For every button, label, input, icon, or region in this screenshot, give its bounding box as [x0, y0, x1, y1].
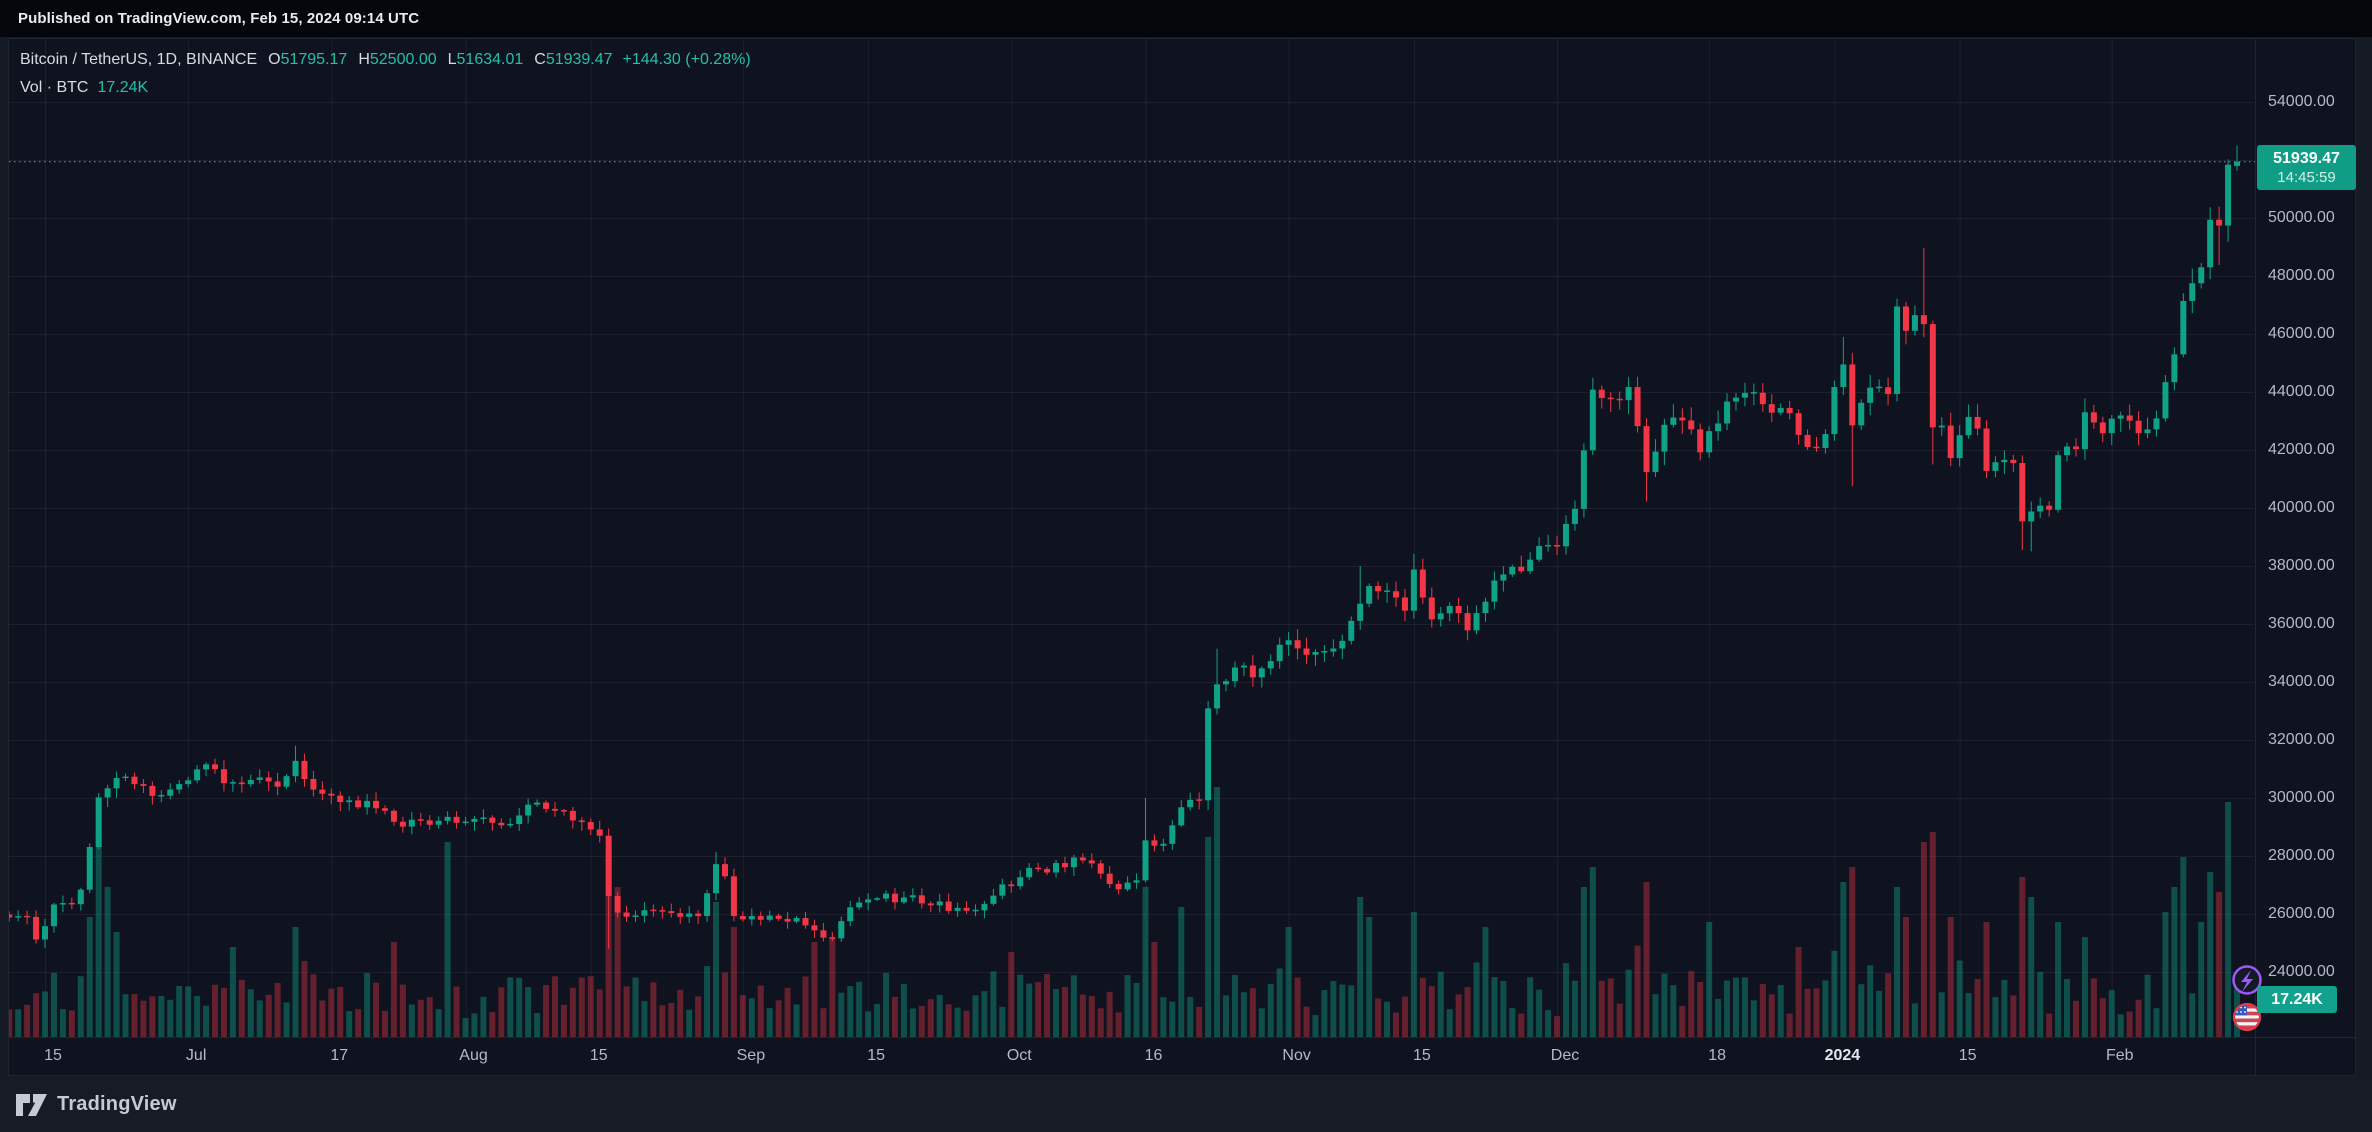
close-label: C [534, 51, 546, 68]
published-bar: Published on TradingView.com, Feb 15, 20… [0, 0, 2372, 37]
price-axis-tick-label: 54000.00 [2268, 93, 2335, 110]
us-flag-event-icon[interactable] [2232, 1002, 2262, 1032]
time-axis-tick-label: 15 [44, 1047, 62, 1064]
chart-widget: Bitcoin / TetherUS, 1D, BINANCE O51795.1… [8, 38, 2356, 1076]
open-label: O [268, 51, 281, 68]
price-chart-canvas[interactable] [8, 38, 2356, 1076]
ohlc-open: O51795.17 [268, 51, 347, 69]
price-axis-tick-label: 34000.00 [2268, 672, 2335, 690]
time-axis-tick-label: Nov [1282, 1047, 1311, 1064]
price-axis-tick-label: 36000.00 [2268, 614, 2335, 632]
ohlc-high: H52500.00 [358, 51, 436, 69]
time-axis-tick-label: 2024 [1824, 1047, 1861, 1064]
volume-series [8, 787, 2241, 1037]
low-label: L [447, 51, 457, 68]
time-axis-tick-label: 15 [589, 1047, 608, 1064]
candlestick-series [8, 145, 2241, 949]
last-price-value: 51939.47 [2273, 149, 2340, 167]
price-axis-tick-label: 28000.00 [2268, 846, 2335, 864]
time-axis-tick-label: 17 [330, 1047, 349, 1064]
ohlc-low: L51634.01 [448, 51, 524, 69]
symbol-title[interactable]: Bitcoin / TetherUS, 1D, BINANCE [20, 51, 258, 68]
price-axis-tick-label: 24000.00 [2268, 962, 2335, 980]
symbol-info-row: Bitcoin / TetherUS, 1D, BINANCE O51795.1… [20, 49, 751, 71]
price-axis[interactable]: 54000.00 50000.00 48000.00 46000.00 44000.00… [2255, 38, 2356, 1037]
widget-border [8, 38, 2356, 1076]
time-axis-tick-label: Sep [736, 1047, 766, 1064]
time-axis-tick-label: 16 [1144, 1047, 1163, 1064]
volume-axis-label: 17.24K [2257, 986, 2337, 1013]
price-axis-tick-label: 46000.00 [2268, 325, 2335, 342]
tradingview-logo-link[interactable]: TradingView [15, 1092, 177, 1118]
bar-countdown: 14:45:59 [2277, 168, 2336, 186]
time-axis-tick-label: Jul [185, 1047, 207, 1064]
change-value: +144.30 (+0.28%) [622, 51, 751, 68]
lightning-event-icon[interactable] [2232, 965, 2262, 995]
published-text: Published on TradingView.com, Feb 15, 20… [18, 10, 420, 27]
ohlc-close: C51939.47 [534, 51, 612, 69]
time-axis-tick-label: Feb [2105, 1047, 2134, 1064]
close-value: 51939.47 [545, 51, 613, 68]
volume-study-value: 17.24K [97, 79, 149, 96]
price-axis-tick-label: 44000.00 [2268, 383, 2335, 400]
volume-study-label[interactable]: Vol · BTC [20, 79, 89, 96]
price-axis-tick-label: 50000.00 [2268, 209, 2335, 226]
high-label: H [358, 51, 370, 68]
tradingview-brand-text: TradingView [57, 1093, 177, 1115]
price-axis-tick-label: 42000.00 [2268, 440, 2335, 458]
grid-lines [9, 39, 2254, 1036]
price-axis-tick-label: 26000.00 [2268, 904, 2335, 922]
price-axis-tick-label: 30000.00 [2268, 788, 2335, 806]
time-axis-tick-label: Oct [1006, 1047, 1032, 1064]
footer-bar: TradingView [0, 1077, 2372, 1132]
time-axis-tick-label: Aug [459, 1047, 488, 1064]
time-axis-tick-label: 18 [1708, 1047, 1727, 1064]
price-axis-tick-label: 48000.00 [2268, 267, 2335, 284]
open-value: 51795.17 [280, 51, 348, 68]
time-axis-tick-label: 15 [1412, 1047, 1431, 1064]
volume-info-row: Vol · BTC 17.24K [20, 77, 148, 99]
time-axis[interactable]: 15 Jul 17 Aug 15 Sep 15 Oct 16 Nov 15 Dec 18 2024 15 Fe… [8, 1037, 2255, 1076]
time-axis-tick-label: 15 [867, 1047, 886, 1064]
low-value: 51634.01 [456, 51, 524, 68]
price-axis-tick-label: 38000.00 [2268, 556, 2335, 574]
price-axis-tick-label: 32000.00 [2268, 730, 2335, 748]
price-axis-tick-label: 40000.00 [2268, 498, 2335, 516]
last-price-label: 51939.47 14:45:59 [2257, 145, 2356, 190]
high-value: 52500.00 [369, 51, 437, 68]
time-axis-tick-label: 15 [1958, 1047, 1977, 1064]
tradingview-logo-icon [16, 1093, 47, 1116]
time-axis-tick-label: Dec [1550, 1047, 1580, 1064]
